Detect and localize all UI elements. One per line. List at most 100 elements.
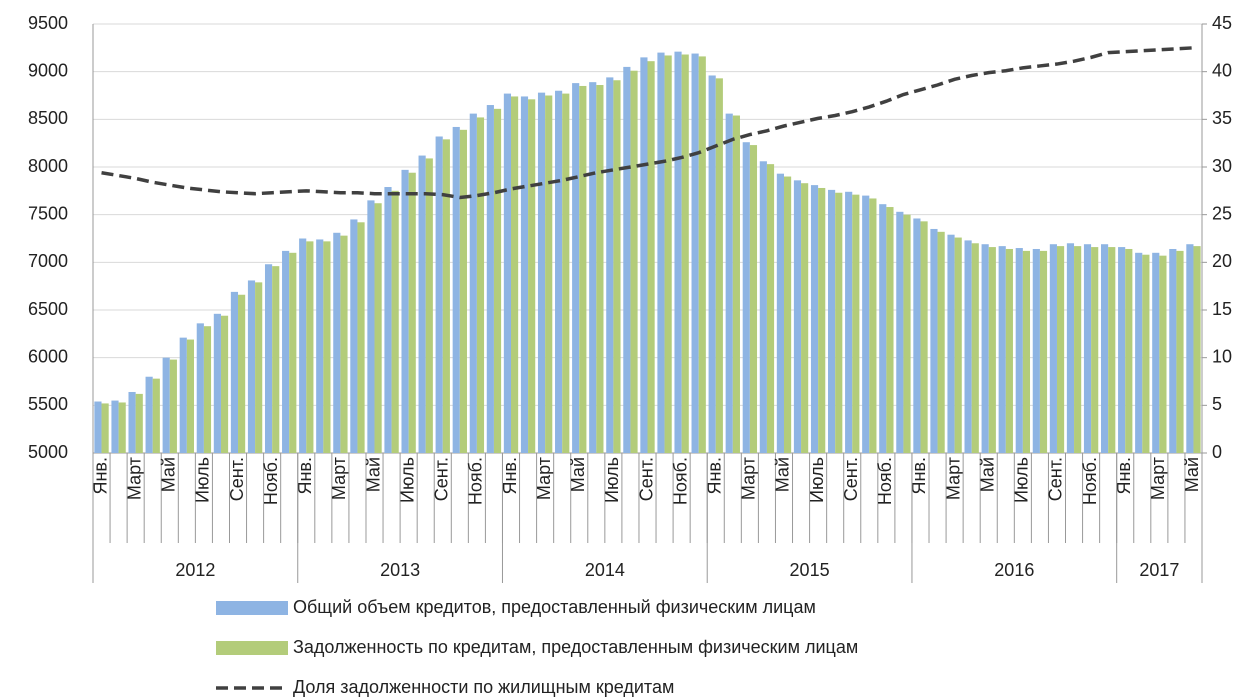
bar	[220, 315, 229, 453]
bar	[203, 326, 212, 453]
y2-tick-label: 5	[1212, 394, 1222, 414]
x-tick-label: Янв.	[295, 457, 315, 495]
bar	[964, 240, 972, 453]
bar	[801, 183, 809, 453]
bar	[555, 90, 563, 453]
bar	[255, 282, 263, 453]
x-tick-label: Сент.	[432, 457, 452, 501]
x-tick-label: Янв.	[704, 457, 724, 495]
y-tick-label: 7000	[28, 251, 68, 271]
bar	[1032, 248, 1040, 453]
x-tick-label: Июль	[807, 457, 827, 503]
bar	[442, 139, 450, 453]
x-tick-label: Нояб.	[261, 457, 281, 505]
bar	[469, 113, 477, 453]
x-tick-label: Март	[329, 457, 349, 500]
bar	[425, 158, 433, 454]
x-tick-label: Янв.	[909, 457, 929, 495]
bar	[384, 187, 392, 453]
bar	[503, 93, 512, 454]
legend-label: Доля задолженности по жилищным кредитам	[293, 677, 674, 697]
bar	[391, 190, 399, 454]
bar	[162, 357, 170, 453]
y-tick-label: 5000	[28, 442, 68, 462]
bar	[793, 180, 802, 453]
bar	[94, 401, 102, 453]
bar	[1176, 250, 1184, 453]
y-tick-label: 8500	[28, 108, 68, 128]
bar	[913, 218, 921, 453]
bar	[954, 237, 962, 453]
x-tick-label: Сент.	[1046, 457, 1066, 501]
bar	[418, 155, 426, 453]
x-tick-label: Май	[773, 457, 793, 492]
year-label: 2012	[175, 560, 215, 580]
x-tick-label: Июль	[1012, 457, 1032, 503]
bar	[1186, 244, 1194, 453]
bar	[776, 173, 784, 453]
bar	[272, 266, 280, 453]
bar	[282, 250, 290, 453]
x-tick-label: Март	[124, 457, 144, 500]
bar	[1159, 255, 1167, 453]
x-tick-label: Май	[977, 457, 997, 492]
y2-tick-label: 25	[1212, 203, 1232, 223]
bar	[1074, 246, 1082, 453]
bar	[476, 117, 485, 453]
bar	[879, 204, 887, 453]
x-tick-label: Нояб.	[466, 457, 486, 505]
bar	[1135, 252, 1143, 453]
bar	[520, 96, 529, 453]
x-tick-label: Янв.	[500, 457, 520, 495]
bar	[852, 194, 860, 453]
bar	[1193, 246, 1201, 453]
bar	[264, 264, 273, 453]
legend-label: Общий объем кредитов, предоставленный фи…	[293, 597, 816, 617]
bar	[323, 241, 331, 453]
bar	[511, 96, 519, 453]
bar	[698, 56, 706, 454]
bar	[357, 222, 365, 453]
bar	[340, 235, 348, 453]
x-tick-label: Янв.	[90, 457, 110, 495]
bar	[647, 61, 655, 454]
bar	[1049, 244, 1057, 453]
bar	[1152, 252, 1160, 453]
bar	[725, 113, 733, 453]
bar	[1083, 244, 1092, 453]
bar	[299, 238, 307, 453]
y2-tick-label: 10	[1212, 346, 1232, 366]
x-tick-label: Июль	[397, 457, 417, 503]
bar	[947, 234, 955, 453]
x-tick-label: Сент.	[227, 457, 247, 501]
bar	[896, 211, 904, 453]
bar	[118, 402, 126, 453]
bar	[613, 80, 621, 453]
bar	[810, 185, 819, 453]
legend-swatch	[216, 601, 288, 615]
bar	[606, 77, 614, 454]
bar	[128, 391, 136, 453]
bar	[869, 198, 877, 453]
x-tick-label: Май	[1182, 457, 1202, 492]
bar	[528, 99, 536, 454]
bar	[835, 192, 843, 454]
x-tick-label: Нояб.	[670, 457, 690, 505]
bar	[1118, 247, 1126, 453]
x-tick-label: Янв.	[1114, 457, 1134, 495]
bar	[1015, 248, 1023, 453]
bar	[169, 359, 177, 453]
bar	[196, 323, 204, 453]
bar	[230, 291, 239, 453]
bar	[589, 82, 597, 454]
bar	[135, 393, 143, 453]
y2-tick-label: 20	[1212, 251, 1232, 271]
bar	[783, 176, 792, 454]
bar	[845, 191, 853, 453]
bar	[459, 129, 467, 453]
bar	[186, 339, 195, 453]
bar	[903, 214, 911, 453]
x-tick-label: Июль	[193, 457, 213, 503]
